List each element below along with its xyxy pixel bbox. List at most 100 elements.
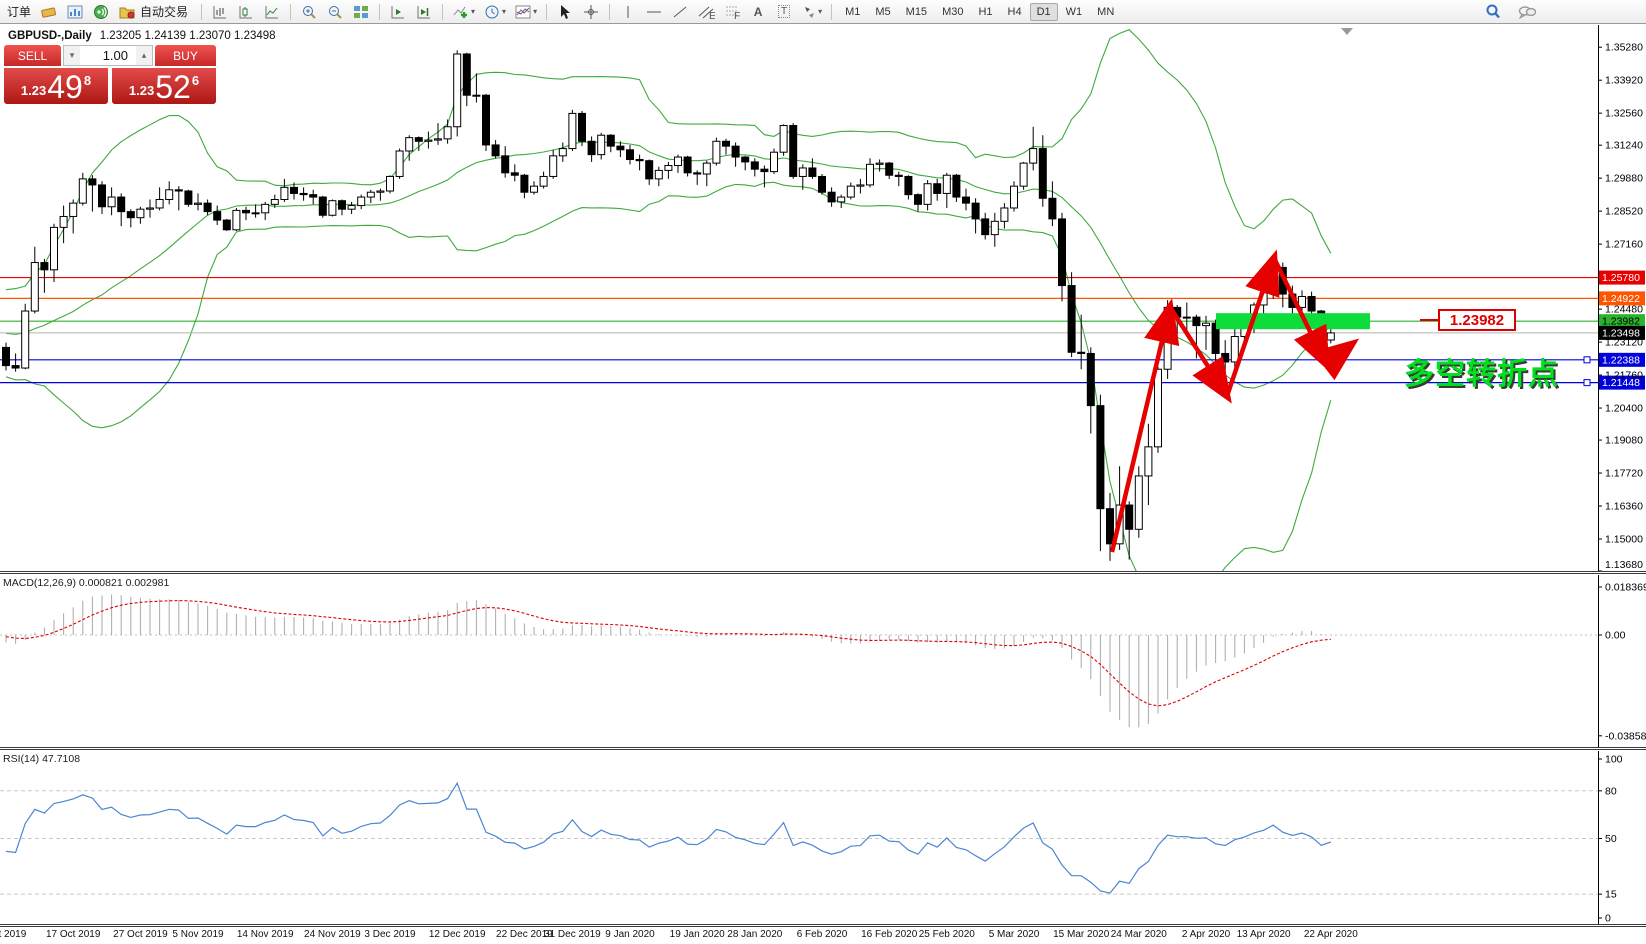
candle xyxy=(1010,185,1018,209)
candle xyxy=(1192,316,1201,327)
candle xyxy=(568,112,577,150)
chevron-down-icon[interactable]: ▾ xyxy=(471,7,476,16)
sell-price-button[interactable]: 1.23 49 8 xyxy=(4,68,108,104)
timeframe-button-M30[interactable]: M30 xyxy=(942,5,964,18)
cursor-icon[interactable] xyxy=(553,2,577,22)
add-indicator-icon[interactable]: ▾ xyxy=(449,2,478,22)
candle xyxy=(866,163,874,186)
autotrade-button[interactable]: 自动交易 xyxy=(115,2,195,22)
orders-button[interactable]: 订单 xyxy=(7,5,32,19)
zoom-in-icon[interactable] xyxy=(297,2,321,22)
line-chart-icon[interactable] xyxy=(260,2,284,22)
chart-shift-marker[interactable] xyxy=(1341,28,1353,35)
volume-increase-button[interactable]: ▴ xyxy=(136,46,152,65)
search-icon[interactable] xyxy=(1481,2,1505,22)
volume-input[interactable]: 1.00 xyxy=(102,48,128,63)
crosshair-icon[interactable] xyxy=(579,2,603,22)
line-drag-handle[interactable] xyxy=(1583,356,1591,364)
timeframe-bar: M1 M5 M15 M30 H1 H4 D1 W1 MN xyxy=(838,2,1121,21)
candle xyxy=(645,160,654,180)
trend-zigzag-arrow[interactable] xyxy=(1109,298,1180,553)
panel-resize-divider[interactable] xyxy=(0,571,1646,574)
chart-shift-icon[interactable] xyxy=(412,2,436,22)
community-icon[interactable] xyxy=(1515,2,1539,22)
timeframe-button-D1[interactable]: D1 xyxy=(1029,2,1058,21)
toolbar-separator xyxy=(379,3,381,20)
chevron-down-icon[interactable]: ▾ xyxy=(818,7,823,16)
candle xyxy=(1106,508,1114,545)
chevron-down-icon[interactable]: ▾ xyxy=(533,7,538,16)
new-order-icon[interactable] xyxy=(37,2,61,22)
date-axis[interactable]: Oct 2019 17 Oct 2019 27 Oct 2019 5 Nov 2019… xyxy=(0,928,1646,944)
candle xyxy=(338,200,346,210)
signals-icon[interactable] xyxy=(89,2,113,22)
current-price-badge xyxy=(1599,325,1645,340)
candle xyxy=(894,174,903,177)
candle xyxy=(875,162,884,165)
macd-panel[interactable]: 0.018369 0.00 -0.038585 xyxy=(0,575,1646,747)
trend-zigzag-arrow[interactable] xyxy=(1312,338,1360,381)
candlestick-chart-icon[interactable] xyxy=(234,2,258,22)
charts-window-icon[interactable] xyxy=(63,2,87,22)
candle xyxy=(789,125,798,177)
buy-button[interactable]: BUY xyxy=(155,45,216,66)
text-icon[interactable]: A xyxy=(753,4,763,19)
timeframe-button-MN[interactable]: MN xyxy=(1097,5,1115,18)
date-axis-label: 31 Dec 2019 xyxy=(544,929,601,940)
timeframe-button-H4[interactable]: H4 xyxy=(1007,5,1022,18)
line-drag-handle[interactable] xyxy=(1583,379,1591,387)
price-axis-label: 1.19080 xyxy=(1605,435,1643,447)
fibonacci-icon[interactable]: F xyxy=(720,2,744,22)
panel-resize-divider[interactable] xyxy=(0,924,1646,927)
auto-scroll-icon[interactable] xyxy=(386,2,410,22)
chevron-down-icon[interactable]: ▾ xyxy=(502,7,507,16)
trend-zigzag-arrow[interactable] xyxy=(1224,249,1280,397)
buy-price-button[interactable]: 1.23 52 6 xyxy=(112,68,216,104)
equidistant-channel-icon[interactable]: E xyxy=(694,2,718,22)
templates-icon[interactable]: ▾ xyxy=(511,2,540,22)
tile-windows-icon[interactable] xyxy=(349,2,373,22)
candle xyxy=(59,215,68,228)
candle xyxy=(616,145,625,151)
text-label-icon[interactable]: T xyxy=(772,2,796,22)
timeframe-button-W1[interactable]: W1 xyxy=(1065,5,1083,18)
timeframe-button-M15[interactable]: M15 xyxy=(905,5,928,18)
highlight-bar[interactable] xyxy=(1216,313,1370,330)
vertical-line-icon[interactable] xyxy=(616,2,640,22)
price-axis-label: 1.28520 xyxy=(1605,206,1643,218)
main-chart-panel[interactable]: 1.25780 1.24922 1.23982 1.22388 1.21448 1.352… xyxy=(0,25,1646,571)
candle xyxy=(222,219,231,231)
candle xyxy=(597,134,606,156)
candle xyxy=(443,126,452,140)
candle xyxy=(424,139,433,142)
volume-decrease-button[interactable]: ▾ xyxy=(64,46,80,65)
macd-axis-label: 0.018369 xyxy=(1605,582,1646,594)
price-axis-label: 1.31240 xyxy=(1605,140,1643,152)
date-axis-label: Oct 2019 xyxy=(0,929,27,940)
svg-text:F: F xyxy=(734,10,740,20)
price-axis-label: 1.15000 xyxy=(1605,533,1643,545)
candle xyxy=(904,175,913,196)
timeframe-button-M5[interactable]: M5 xyxy=(875,5,891,18)
bar-chart-icon[interactable] xyxy=(208,2,232,22)
candle xyxy=(146,207,154,210)
trend-zigzag-arrow[interactable] xyxy=(1168,305,1232,404)
horizontal-line-icon[interactable] xyxy=(642,2,666,22)
toolbar-separator xyxy=(609,3,611,20)
candle xyxy=(942,174,951,194)
candle xyxy=(1307,295,1316,312)
candle xyxy=(165,189,174,200)
price-callout-label[interactable]: 1.23982 xyxy=(1438,309,1516,331)
periods-icon[interactable]: ▾ xyxy=(480,2,509,22)
trendline-icon[interactable] xyxy=(668,2,692,22)
rsi-panel[interactable]: 100 80 50 15 0 xyxy=(0,751,1646,924)
candle xyxy=(914,194,922,205)
zoom-out-icon[interactable] xyxy=(323,2,347,22)
timeframe-button-H1[interactable]: H1 xyxy=(978,5,993,18)
sell-button[interactable]: SELL xyxy=(4,45,61,66)
panel-resize-divider[interactable] xyxy=(0,747,1646,750)
timeframe-button-M1[interactable]: M1 xyxy=(845,5,861,18)
candle xyxy=(98,184,106,208)
arrows-icon[interactable]: ▾ xyxy=(798,2,825,22)
turning-point-annotation[interactable]: 多空转折点 xyxy=(1404,358,1559,391)
